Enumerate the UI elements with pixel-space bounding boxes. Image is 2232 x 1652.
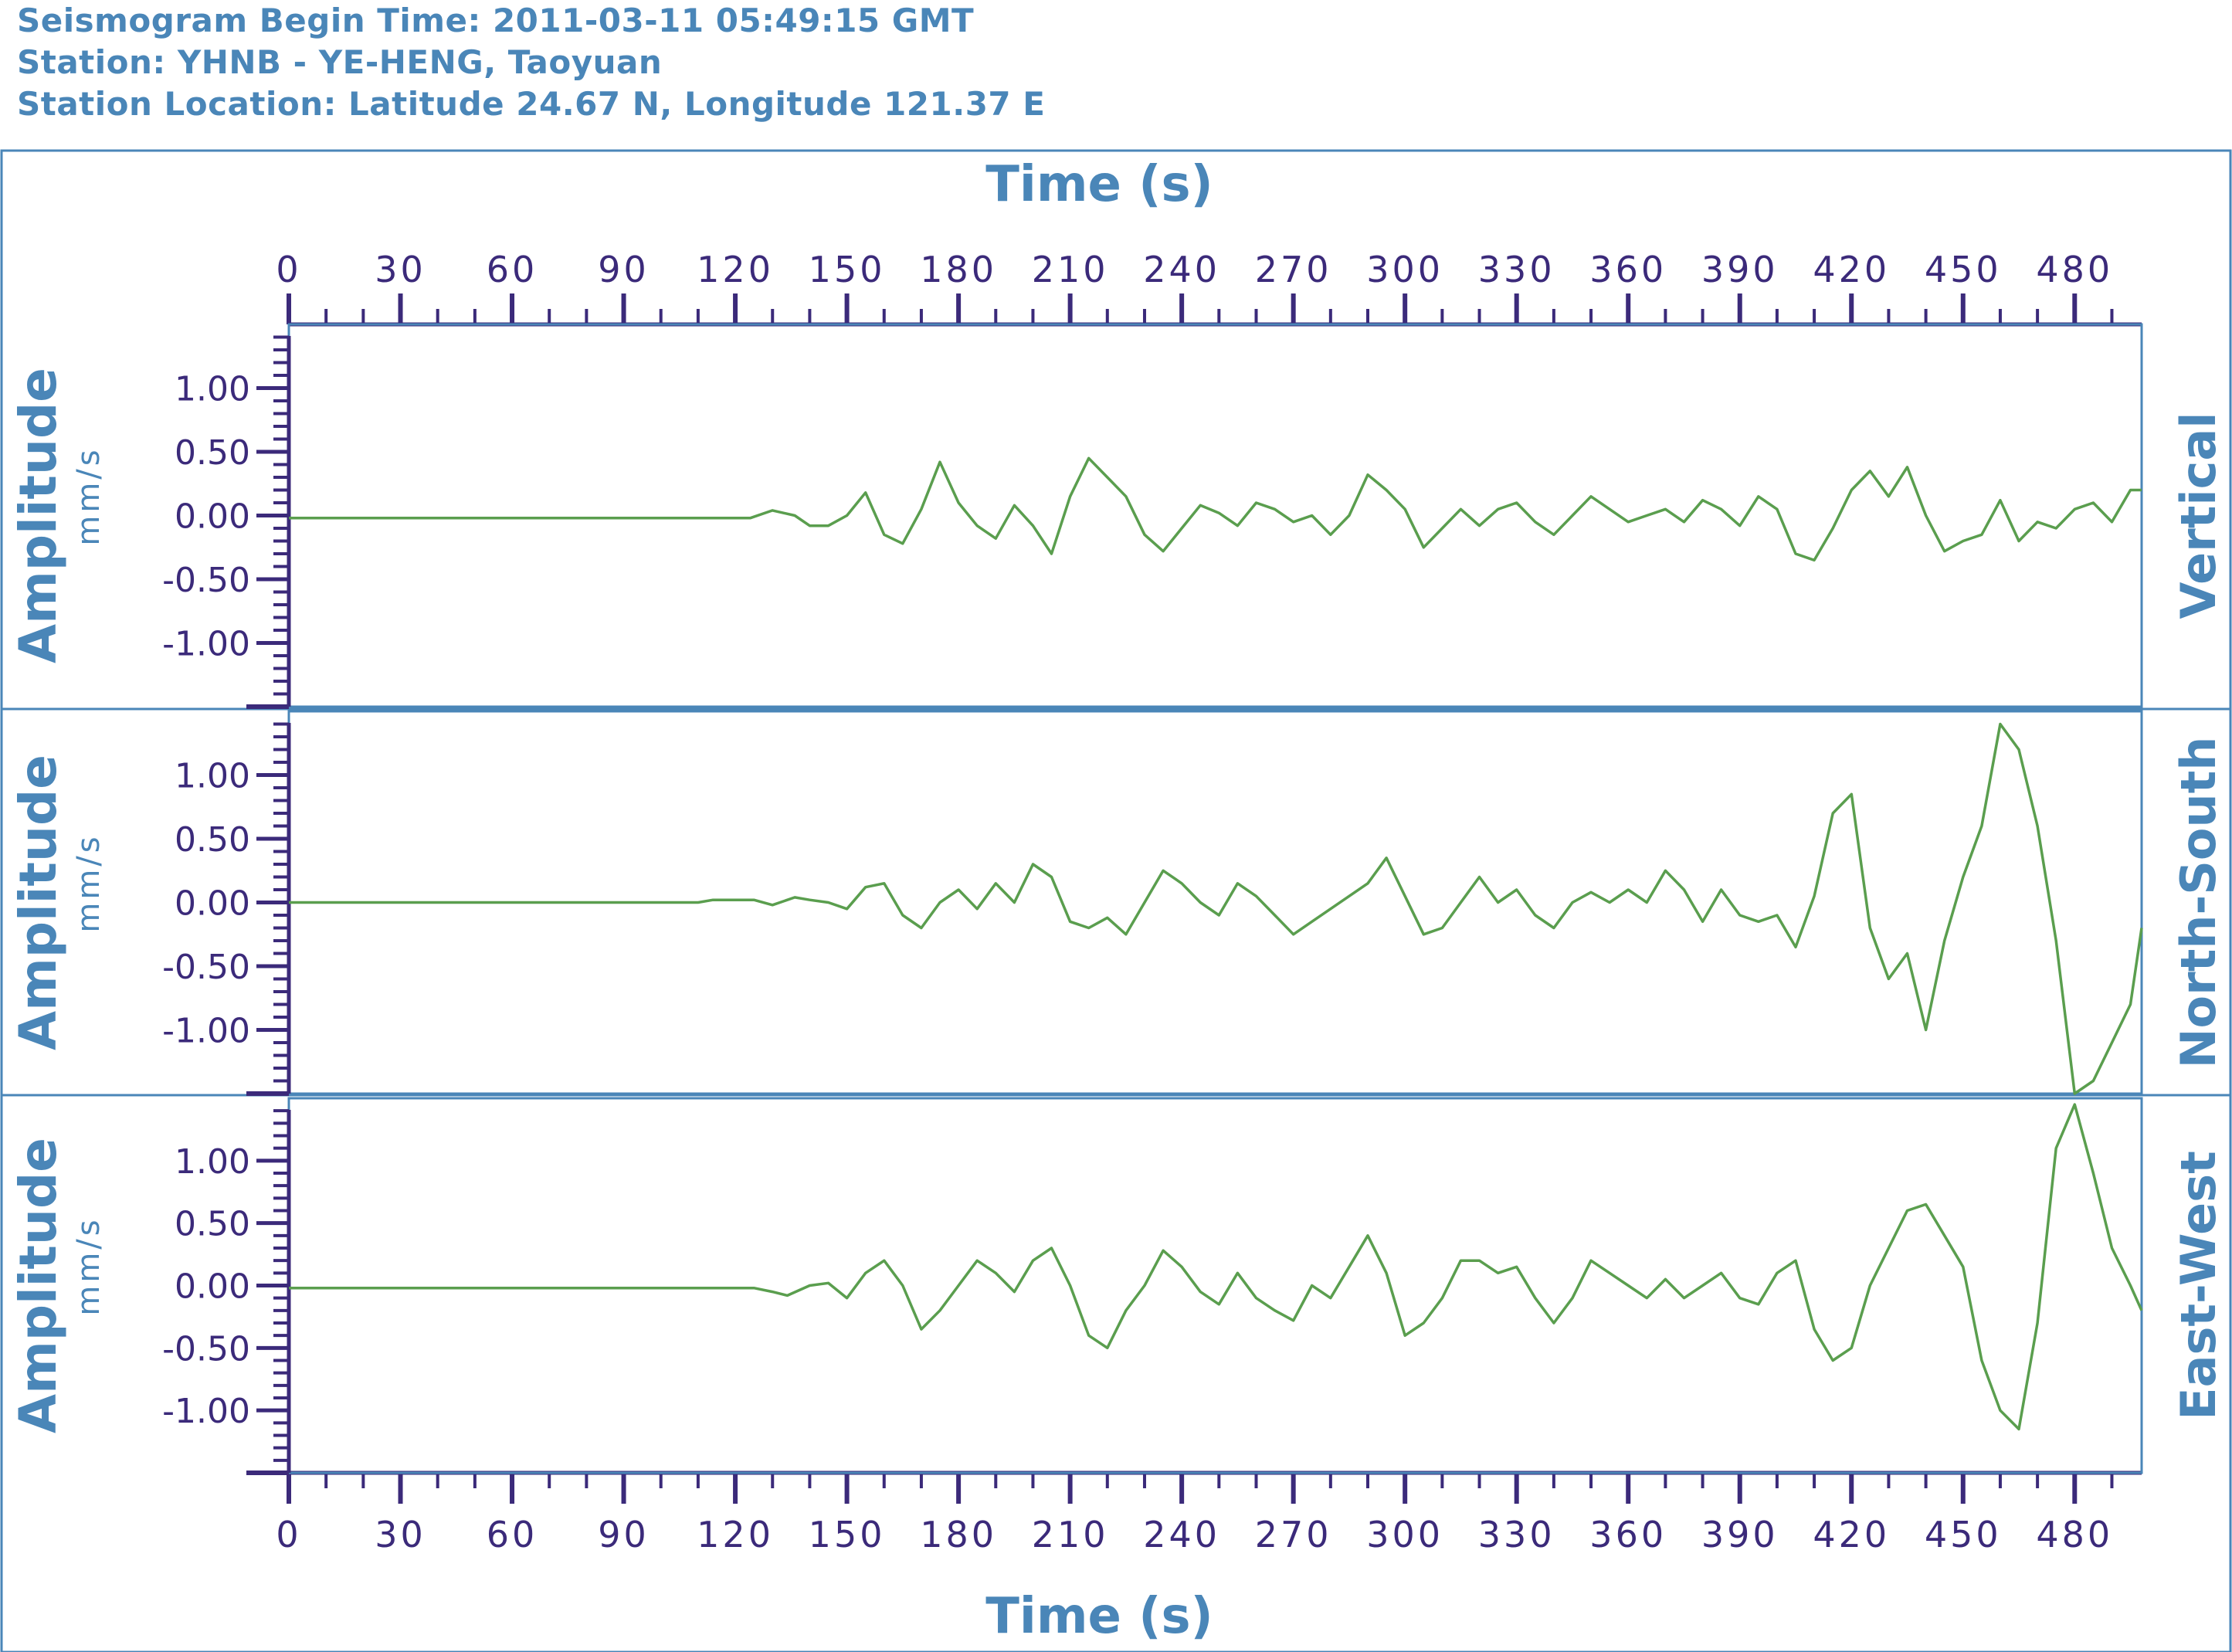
x-tick-label: 210 bbox=[1032, 1514, 1109, 1555]
x-tick-label: 60 bbox=[487, 249, 538, 290]
panel-outer-frame bbox=[0, 149, 2232, 711]
x-tick-label: 420 bbox=[1813, 1514, 1890, 1555]
y-tick-label: -0.50 bbox=[162, 561, 250, 600]
x-tick-label: 0 bbox=[276, 249, 301, 290]
x-tick-label: 120 bbox=[697, 249, 774, 290]
y-tick-label: 0.50 bbox=[175, 433, 250, 473]
top-time-axis: 0 30 60 90 120 150 180 210 240 270 300 330 360 390 420… bbox=[276, 249, 2142, 327]
axis-titles: Time (s) Time (s) bbox=[985, 156, 1213, 1645]
x-tick-label: 120 bbox=[697, 1514, 774, 1555]
y-axis-title: Amplitude bbox=[8, 368, 68, 663]
x-tick-label: 450 bbox=[1925, 249, 2002, 290]
x-tick-label: 390 bbox=[1701, 1514, 1779, 1555]
x-tick-label: 90 bbox=[598, 1514, 650, 1555]
x-tick-label: 330 bbox=[1478, 249, 1555, 290]
x-tick-label: 450 bbox=[1925, 1514, 2002, 1555]
x-tick-label: 300 bbox=[1366, 1514, 1443, 1555]
y-tick-label: 1.00 bbox=[175, 370, 250, 409]
component-label: Vertical bbox=[2170, 412, 2227, 619]
panel-frames bbox=[0, 149, 2232, 1652]
x-tick-label: 360 bbox=[1589, 249, 1667, 290]
y-tick-label: 1.00 bbox=[175, 757, 250, 796]
seismic-trace bbox=[289, 456, 2142, 562]
x-axis-title-bottom: Time (s) bbox=[985, 1588, 1213, 1645]
x-tick-label: 210 bbox=[1032, 249, 1109, 290]
x-tick-label: 90 bbox=[598, 249, 650, 290]
seismic-trace bbox=[289, 722, 2143, 1095]
x-tick-label: 30 bbox=[375, 1514, 426, 1555]
y-tick-label: 0.00 bbox=[175, 884, 250, 924]
component-label: East-West bbox=[2170, 1151, 2227, 1420]
station-location-line: Station Location: Latitude 24.67 N, Long… bbox=[17, 85, 1046, 123]
x-axis-title-top: Time (s) bbox=[985, 156, 1213, 213]
y-tick-label: -0.50 bbox=[162, 948, 250, 987]
x-tick-label: 240 bbox=[1143, 1514, 1220, 1555]
x-tick-label: 180 bbox=[920, 249, 997, 290]
y-tick-label: 0.00 bbox=[175, 1267, 250, 1307]
y-tick-label: 0.00 bbox=[175, 497, 250, 537]
x-tick-label: 150 bbox=[809, 249, 886, 290]
plot-frame bbox=[287, 1097, 2143, 1474]
y-axis-unit: mm/s bbox=[71, 833, 107, 932]
x-tick-label: 360 bbox=[1589, 1514, 1667, 1555]
y-tick-label: -0.50 bbox=[162, 1329, 250, 1369]
y-tick-label: 0.50 bbox=[175, 820, 250, 860]
x-tick-label: 30 bbox=[375, 249, 426, 290]
panel-outer-frame bbox=[0, 1094, 2232, 1652]
x-tick-label: 390 bbox=[1701, 249, 1779, 290]
begin-time-line: Seismogram Begin Time: 2011-03-11 05:49:… bbox=[17, 2, 975, 39]
y-axis-unit: mm/s bbox=[71, 1216, 107, 1315]
bottom-time-axis: 0 30 60 90 120 150 180 210 240 270 300 330 360 390 420… bbox=[276, 1471, 2142, 1555]
y-tick-label: -1.00 bbox=[162, 1012, 250, 1051]
seismic-trace bbox=[289, 1103, 2143, 1431]
panel-east-west: 1.00 0.50 0.00 -0.50 -1.00 Amplitude mm/s East-… bbox=[8, 1097, 2227, 1475]
y-tick-label: -1.00 bbox=[162, 1392, 250, 1431]
x-tick-label: 150 bbox=[809, 1514, 886, 1555]
y-tick-label: 0.50 bbox=[175, 1205, 250, 1244]
x-tick-label: 480 bbox=[2036, 1514, 2113, 1555]
panel-vertical: 1.00 0.50 0.00 -0.50 -1.00 Amplitude mm/s Verti… bbox=[8, 323, 2227, 709]
header: Seismogram Begin Time: 2011-03-11 05:49:… bbox=[17, 0, 1045, 125]
x-tick-label: 480 bbox=[2036, 249, 2113, 290]
x-tick-label: 420 bbox=[1813, 249, 1890, 290]
x-tick-label: 300 bbox=[1366, 249, 1443, 290]
plot-frame bbox=[287, 323, 2143, 708]
x-tick-label: 60 bbox=[487, 1514, 538, 1555]
y-tick-label: 1.00 bbox=[175, 1142, 250, 1182]
x-tick-label: 240 bbox=[1143, 249, 1220, 290]
component-label: North-South bbox=[2170, 737, 2227, 1069]
x-tick-label: 270 bbox=[1255, 249, 1332, 290]
x-tick-label: 180 bbox=[920, 1514, 997, 1555]
panel-north-south: 1.00 0.50 0.00 -0.50 -1.00 Amplitude mm/s North… bbox=[8, 710, 2227, 1096]
y-axis-unit: mm/s bbox=[71, 446, 107, 545]
x-tick-label: 330 bbox=[1478, 1514, 1555, 1555]
y-axis-title: Amplitude bbox=[8, 1138, 68, 1433]
x-tick-label: 270 bbox=[1255, 1514, 1332, 1555]
station-line: Station: YHNB - YE-HENG, Taoyuan bbox=[17, 43, 663, 81]
x-tick-label: 0 bbox=[276, 1514, 301, 1555]
y-tick-label: -1.00 bbox=[162, 625, 250, 664]
y-axis-title: Amplitude bbox=[8, 755, 68, 1050]
